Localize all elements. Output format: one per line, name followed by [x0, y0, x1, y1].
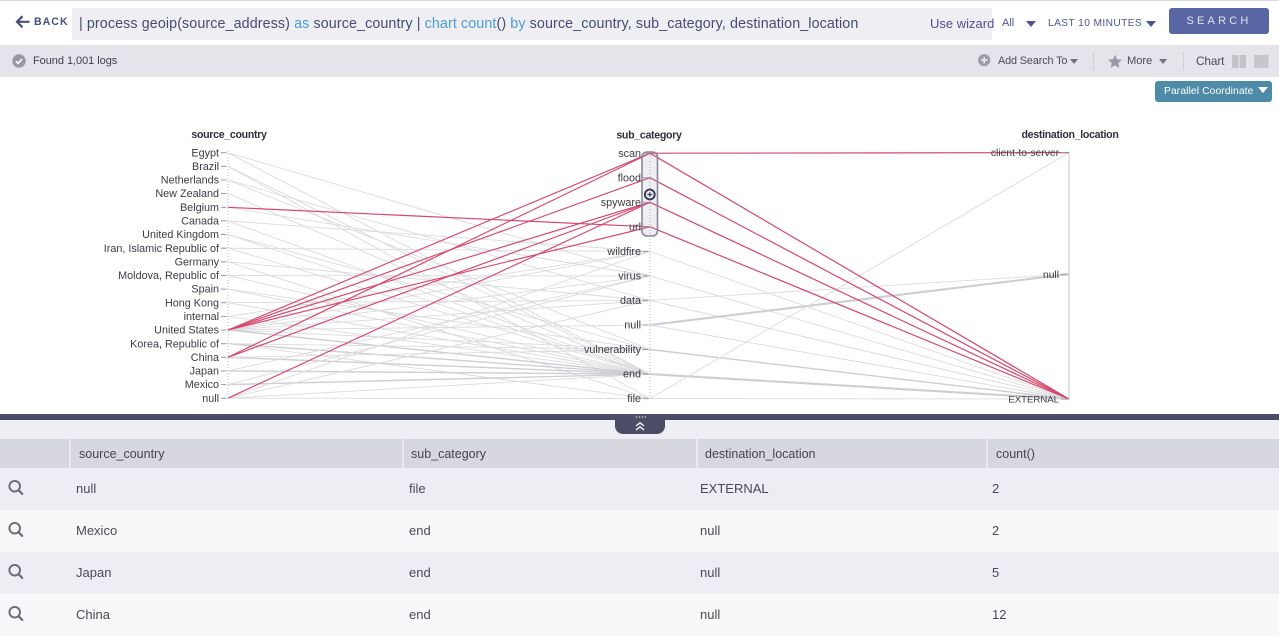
svg-text:Belgium: Belgium: [180, 202, 219, 214]
svg-text:United States: United States: [154, 325, 219, 337]
svg-text:New Zealand: New Zealand: [155, 188, 219, 200]
svg-text:null: null: [202, 393, 219, 405]
svg-text:Japan: Japan: [190, 366, 219, 378]
svg-text:sub_category: sub_category: [616, 130, 682, 142]
svg-text:virus: virus: [618, 271, 641, 283]
svg-text:China: China: [191, 352, 219, 364]
svg-text:EXTERNAL: EXTERNAL: [1008, 395, 1059, 406]
svg-text:destination_location: destination_location: [1021, 129, 1118, 141]
svg-text:Iran, Islamic Republic of: Iran, Islamic Republic of: [104, 243, 220, 255]
svg-text:scan: scan: [618, 148, 641, 160]
svg-text:url: url: [629, 221, 641, 233]
svg-text:flood: flood: [618, 172, 641, 184]
svg-text:internal: internal: [184, 311, 219, 323]
svg-text:Egypt: Egypt: [191, 147, 219, 159]
svg-text:United Kingdom: United Kingdom: [142, 229, 219, 241]
svg-text:spyware: spyware: [601, 197, 641, 209]
svg-text:Spain: Spain: [191, 284, 219, 296]
svg-text:file: file: [627, 393, 641, 405]
svg-text:data: data: [620, 295, 641, 307]
svg-text:Korea, Republic of: Korea, Republic of: [130, 338, 220, 350]
svg-text:null: null: [1043, 270, 1059, 281]
svg-text:Brazil: Brazil: [192, 161, 219, 173]
svg-text:Hong Kong: Hong Kong: [165, 297, 219, 309]
svg-text:null: null: [624, 320, 641, 332]
svg-text:end: end: [623, 369, 641, 381]
svg-text:wildfire: wildfire: [606, 246, 641, 258]
svg-text:Mexico: Mexico: [185, 379, 219, 391]
svg-text:client-to-server: client-to-server: [991, 148, 1060, 159]
svg-text:Moldova, Republic of: Moldova, Republic of: [118, 270, 220, 282]
svg-text:source_country: source_country: [191, 129, 267, 141]
svg-text:Germany: Germany: [175, 256, 220, 268]
svg-text:Canada: Canada: [181, 216, 219, 228]
svg-text:vulnerability: vulnerability: [584, 344, 642, 356]
svg-text:Netherlands: Netherlands: [161, 175, 220, 187]
